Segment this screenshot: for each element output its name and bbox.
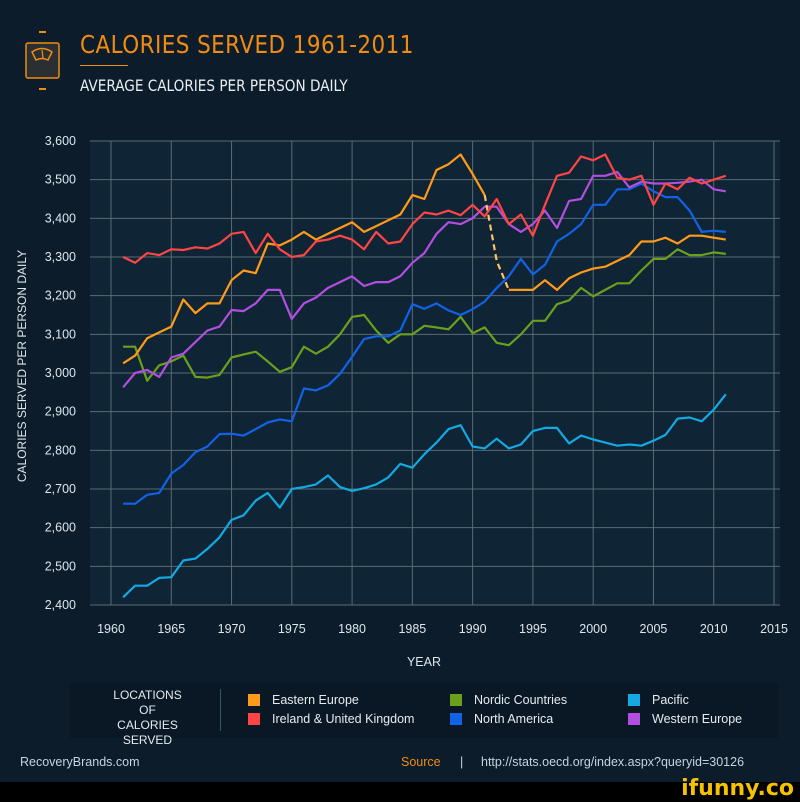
y-tick-label: 3,300	[45, 250, 76, 264]
y-tick-label: 2,900	[45, 405, 76, 419]
y-tick-label: 3,000	[45, 366, 76, 380]
legend-label: Pacific	[652, 693, 689, 707]
series-line-nordic-countries	[123, 248, 726, 382]
y-tick-label: 3,500	[45, 173, 76, 187]
legend: LOCATIONS OF CALORIES SERVED Eastern Eur…	[70, 683, 778, 747]
legend-swatch	[248, 694, 260, 706]
legend-item: Ireland & United Kingdom	[248, 712, 414, 726]
x-tick-label: 1965	[157, 622, 185, 636]
y-tick-label: 3,200	[45, 289, 76, 303]
source-link[interactable]: http://stats.oecd.org/index.aspx?queryid…	[481, 755, 745, 769]
y-tick-label: 2,400	[45, 598, 76, 612]
legend-item: North America	[450, 712, 553, 726]
chart-title: CALORIES SERVED 1961-2011	[80, 30, 414, 59]
series-line-western-europe	[122, 170, 726, 389]
x-tick-label: 2005	[640, 622, 668, 636]
legend-label: Eastern Europe	[272, 693, 359, 707]
watermark: ifunny.co	[681, 776, 794, 801]
legend-divider	[220, 689, 221, 731]
y-tick-label: 3,600	[45, 134, 76, 148]
x-axis-label: YEAR	[407, 655, 441, 669]
scale-icon	[22, 30, 62, 92]
legend-swatch	[450, 713, 462, 725]
x-tick-label: 1975	[278, 622, 306, 636]
x-tick-label: 1995	[519, 622, 547, 636]
series-line-eastern-europe	[508, 234, 726, 291]
x-tick-label: 1970	[218, 622, 246, 636]
legend-label: Ireland & United Kingdom	[272, 712, 415, 726]
y-tick-label: 3,400	[45, 211, 76, 225]
legend-item: Pacific	[628, 693, 689, 707]
legend-label: Nordic Countries	[474, 693, 568, 707]
x-tick-label: 1985	[398, 622, 426, 636]
y-tick-label: 2,700	[45, 482, 76, 496]
series-dashed-eastern-europe	[483, 194, 510, 291]
x-tick-label: 2000	[579, 622, 607, 636]
y-tick-label: 2,600	[45, 521, 76, 535]
x-tick-label: 1980	[338, 622, 366, 636]
legend-title: LOCATIONS OF CALORIES SERVED	[113, 688, 182, 747]
legend-swatch	[450, 694, 462, 706]
legend-item: Western Europe	[628, 712, 742, 726]
series-line-ireland-united-kingdom	[122, 153, 727, 264]
legend-item: Nordic Countries	[450, 693, 567, 707]
x-tick-label: 2015	[760, 622, 788, 636]
series-line-pacific	[122, 393, 727, 599]
x-tick-label: 1990	[459, 622, 487, 636]
title-divider	[80, 65, 128, 66]
legend-label: North America	[474, 712, 554, 726]
y-tick-label: 2,500	[45, 559, 76, 573]
source-label: Source	[401, 755, 441, 769]
y-tick-label: 2,800	[45, 443, 76, 457]
legend-swatch	[628, 694, 640, 706]
x-tick-label: 1960	[97, 622, 125, 636]
chart-subtitle: AVERAGE CALORIES PER PERSON DAILY	[80, 76, 348, 95]
x-tick-label: 2010	[700, 622, 728, 636]
series-line-eastern-europe	[122, 153, 486, 365]
line-chart: 1960 1965 1970 1975 1980 1985 1990 1995 2000 2005…	[15, 134, 788, 669]
legend-swatch	[248, 713, 260, 725]
legend-label: Western Europe	[652, 712, 743, 726]
series-line-north-america	[123, 182, 726, 505]
y-tick-label: 3,100	[45, 327, 76, 341]
bottom-bar	[0, 782, 800, 802]
footer-separator: |	[460, 755, 464, 769]
legend-swatch	[628, 713, 640, 725]
y-axis-label: CALORIES SERVED PER PERSON DAILY	[15, 250, 29, 482]
legend-item: Eastern Europe	[248, 693, 359, 707]
brand-text: RecoveryBrands.com	[20, 755, 140, 769]
